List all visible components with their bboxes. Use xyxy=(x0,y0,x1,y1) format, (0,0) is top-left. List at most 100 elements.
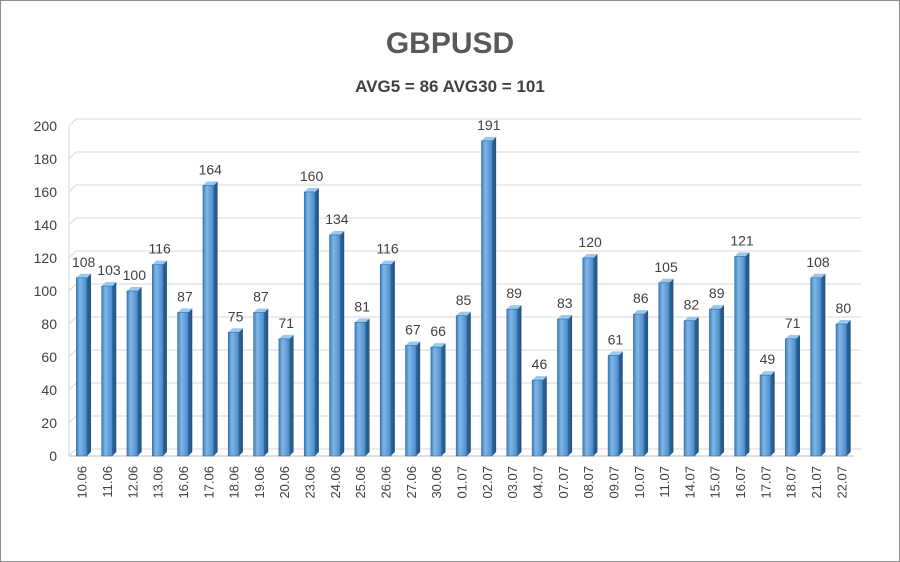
data-label: 160 xyxy=(300,168,324,184)
bar xyxy=(481,140,493,457)
bar-top xyxy=(456,311,471,316)
bar xyxy=(658,282,670,457)
data-label: 81 xyxy=(354,298,370,314)
bar xyxy=(835,323,847,457)
bar-top xyxy=(532,376,547,381)
data-label: 82 xyxy=(684,297,700,313)
grid-line-diagonal xyxy=(68,415,77,424)
x-axis-labels: 10.06 11.06 12.06 13.06 16.06 17.06 18.06 19.06… xyxy=(75,466,850,499)
bar xyxy=(152,264,164,457)
data-label: 89 xyxy=(506,285,522,301)
bar-side xyxy=(770,371,775,456)
bar xyxy=(582,257,594,457)
data-label: 71 xyxy=(785,315,801,331)
bar-top xyxy=(760,371,775,376)
bar-top xyxy=(304,188,319,192)
grid-line-diagonal xyxy=(68,118,77,127)
bar-side xyxy=(466,311,471,456)
bar-side xyxy=(340,230,345,456)
bar-top xyxy=(202,181,218,186)
x-tick-label: 13.06 xyxy=(151,466,166,499)
x-tick-label: 23.06 xyxy=(303,466,318,499)
x-tick-label: 17.07 xyxy=(758,466,773,499)
x-tick-label: 16.06 xyxy=(176,466,191,499)
y-tick-label: 140 xyxy=(34,217,58,233)
bar-side xyxy=(796,334,801,456)
bar-side xyxy=(669,278,674,456)
bar-side xyxy=(846,320,851,456)
bar-side xyxy=(137,287,142,456)
bar-side xyxy=(416,341,421,456)
bar-side xyxy=(720,305,725,456)
bar-top xyxy=(836,320,851,324)
grid-line-diagonal xyxy=(68,283,77,292)
data-label: 80 xyxy=(836,300,852,316)
bar xyxy=(253,312,265,457)
bar xyxy=(101,285,113,457)
bar-top xyxy=(152,260,167,265)
bar-side xyxy=(365,318,370,456)
x-tick-label: 27.06 xyxy=(404,466,419,499)
grid-line-diagonal xyxy=(68,250,77,259)
bar xyxy=(126,290,138,457)
bar xyxy=(531,379,544,457)
x-tick-label: 20.06 xyxy=(277,466,292,499)
bar xyxy=(785,338,797,457)
data-label: 86 xyxy=(633,290,649,306)
data-label: 191 xyxy=(477,117,501,133)
bar-side xyxy=(517,305,522,456)
grid-line-diagonal xyxy=(68,184,77,193)
grid-line-diagonal xyxy=(68,349,77,358)
bar-side xyxy=(390,260,395,456)
bar-top xyxy=(380,260,395,265)
x-tick-label: 02.07 xyxy=(480,466,495,499)
bar-side xyxy=(213,181,218,456)
bar-top xyxy=(76,273,91,278)
data-label: 108 xyxy=(806,254,830,270)
bar xyxy=(379,264,392,457)
data-label: 66 xyxy=(430,323,446,339)
bar-top xyxy=(329,230,345,235)
data-label: 120 xyxy=(578,234,602,250)
bar-side xyxy=(162,260,167,456)
bar-top xyxy=(177,308,193,313)
bar-side xyxy=(542,376,547,456)
data-label: 87 xyxy=(177,288,193,304)
bar-top xyxy=(481,136,497,141)
data-label: 46 xyxy=(532,356,548,372)
data-label: 71 xyxy=(278,315,294,331)
data-label: 116 xyxy=(376,241,399,257)
bar xyxy=(329,234,341,457)
bar xyxy=(202,185,214,457)
bar-side xyxy=(593,254,598,456)
bar-side xyxy=(112,282,117,456)
bar-side xyxy=(821,273,826,456)
y-tick-label: 0 xyxy=(49,448,57,464)
data-label: 103 xyxy=(97,262,121,278)
bar xyxy=(506,308,518,457)
data-label: 83 xyxy=(557,295,573,311)
bar-side xyxy=(618,351,623,456)
data-label: 85 xyxy=(456,292,472,308)
bar-side xyxy=(694,316,699,456)
y-tick-label: 120 xyxy=(34,250,58,266)
x-tick-label: 15.07 xyxy=(708,466,723,499)
chart-subtitle: AVG5 = 86 AVG30 = 101 xyxy=(355,77,545,96)
x-tick-label: 04.07 xyxy=(530,466,545,499)
y-tick-label: 160 xyxy=(34,184,58,200)
bar xyxy=(455,315,468,457)
x-tick-label: 14.07 xyxy=(682,466,697,499)
bar-top xyxy=(608,351,623,356)
data-label: 75 xyxy=(228,308,244,324)
bar-side xyxy=(644,310,649,456)
bar xyxy=(177,312,189,457)
data-label: 67 xyxy=(405,321,421,337)
bar-top xyxy=(430,343,446,348)
x-tick-label: 11.07 xyxy=(657,466,672,498)
bar-side xyxy=(264,308,269,456)
data-label: 116 xyxy=(148,241,171,257)
bar-top xyxy=(810,273,826,278)
